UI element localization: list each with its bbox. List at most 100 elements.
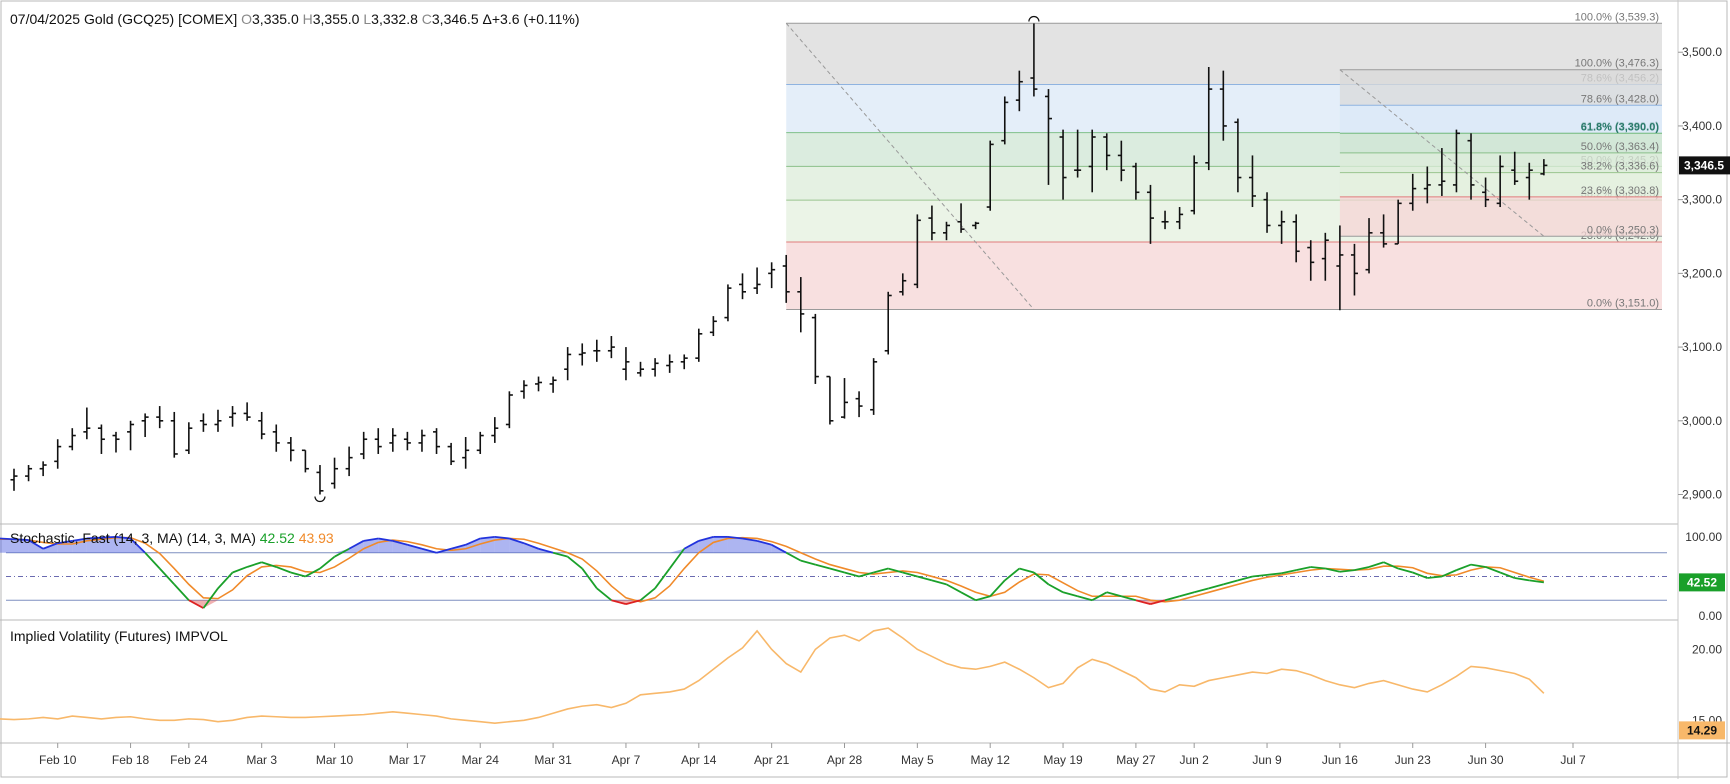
ohlc-bar [360,431,368,460]
stochastic-k-line [217,571,234,589]
stochastic-k-line [538,547,554,554]
ohlc-bar [374,428,382,454]
fib-retracement-2-level-label: 78.6% (3,428.0) [1581,93,1659,105]
time-tick-label: May 27 [1116,753,1156,767]
ohlc-bar [199,413,207,432]
stochastic-k-line [815,563,831,570]
stochastic-k-line [1499,571,1516,579]
ohlc-bar [637,361,645,377]
ohlc-bar [1248,155,1256,208]
stochastic-overbought-fill [727,536,743,553]
ohlc-bar [214,409,222,432]
ohlc-bar [68,428,76,451]
stochastic-k-line [72,537,87,542]
ohlc-bar [1394,199,1402,245]
ohlc-bar [1103,133,1111,171]
ohlc-bar [433,428,441,454]
stochastic-overbought-fill [523,543,539,553]
ohlc-bar [1219,70,1227,141]
stochastic-overbought-fill [742,538,758,553]
stochastic-overbought-fill [43,543,58,553]
stochastic-overbought-fill [480,536,495,553]
time-tick-label: Mar 31 [534,753,572,767]
stochastic-k-line [188,599,204,609]
stochastic-k-line [1208,583,1224,590]
ohlc-bar [972,221,980,230]
stochastic-k-line [567,555,583,570]
ohlc-bar [753,267,761,295]
stochastic-k-line [1193,587,1209,594]
stochastic-overbought-fill [494,536,510,553]
stochastic-d-value: 43.93 [298,530,334,546]
time-tick-label: Mar 10 [316,753,354,767]
price-tick-label: 3,100.0 [1682,340,1722,354]
stochastic-k-line [1397,567,1413,574]
ohlc-bar [1059,129,1067,200]
stochastic-k-line [334,547,350,558]
ohlc-bar [403,431,411,451]
ohlc-bar [768,262,776,289]
time-tick-label: Feb 10 [39,753,77,767]
ohlc-bar [316,465,324,495]
stochastic-k-line [873,567,889,574]
time-tick-label: Feb 18 [112,753,150,767]
stochastic-k-line [683,540,700,550]
ohlc-bar [345,446,353,477]
impvol-label: Implied Volatility (Futures) IMPVOL [10,628,228,644]
stochastic-k-line [1223,579,1239,586]
time-tick-label: Jun 9 [1252,753,1282,767]
ohlc-bar [1321,232,1329,281]
stochastic-k-line [742,537,758,542]
ohlc-bar [942,221,950,241]
ohlc-bar [170,411,178,458]
ohlc-bar [593,339,601,362]
ohlc-bar [1234,118,1242,193]
fib-retracement-1-zone [786,241,1662,310]
stochastic-k-line [1456,563,1472,571]
stochastic-k-line [86,536,102,540]
ohlc-bar [1263,192,1271,233]
ohlc-bar [156,406,164,429]
ohlc-bar [1205,66,1213,171]
ohlc-bar [666,354,674,373]
swing-low-marker [314,496,326,503]
ohlc-bar [680,354,688,370]
ohlc-bar [899,273,907,296]
swing-high-marker [1028,15,1040,22]
stochastic-k-line [13,538,29,541]
stochastic-k-line [989,579,1006,597]
stochastic-k-line [800,559,816,566]
ohlc-bar [447,442,455,466]
fib-retracement-2-level-label: 61.8% (3,390.0) [1581,121,1660,133]
stochastic-k-line [581,568,598,589]
time-tick-label: Apr 14 [681,753,717,767]
stochastic-k-line [1412,571,1428,579]
stochastic-k-line [1237,575,1253,582]
time-tick-label: Mar 17 [389,753,427,767]
fib-retracement-2-level-label: 50.0% (3,363.4) [1581,141,1659,153]
ohlc-bar [870,358,878,415]
stochastic-k-line [319,555,336,570]
last-price-badge: 3,346.5 [1684,158,1724,172]
ohlc-bar [724,284,732,322]
stochastic-k-value: 42.52 [259,530,295,546]
ohlc-bar [127,420,135,451]
time-tick-label: Feb 24 [170,753,208,767]
stochastic-k-line [756,539,772,546]
stochastic-k-line [304,567,321,578]
stochastic-k-line [829,567,845,574]
ohlc-bar [1030,23,1038,97]
time-tick-label: May 5 [901,753,934,767]
ohlc-bar [243,402,251,421]
fib-retracement-2-level-label: 100.0% (3,476.3) [1575,58,1659,70]
stochastic-k-line [1062,591,1078,598]
stochastic-k-line [1427,575,1442,579]
stochastic-overbought-fill [101,536,116,553]
ohlc-bar [1307,240,1315,281]
ohlc-bar [520,380,528,399]
ohlc-bar [739,273,747,300]
ohlc-bar [272,424,280,452]
header-date: 07/04/2025 [10,11,81,27]
stochastic-k-line [785,551,802,562]
